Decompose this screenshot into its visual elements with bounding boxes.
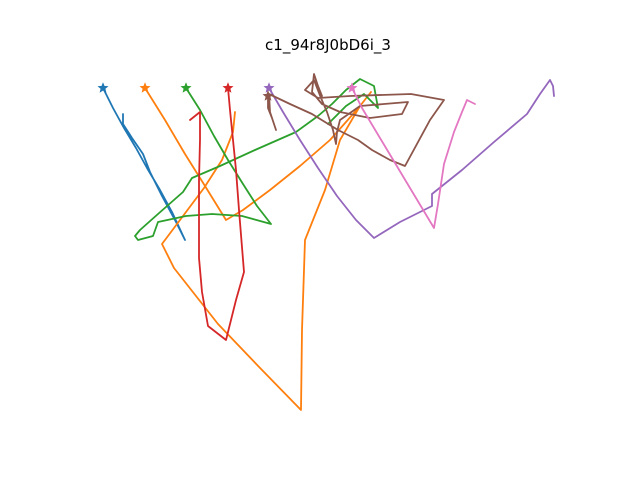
start-marker-2	[139, 82, 151, 93]
start-marker-3	[180, 82, 192, 93]
series-line-4	[189, 87, 245, 341]
series-line-7	[351, 87, 476, 229]
start-marker-7	[346, 82, 358, 93]
series-line-6	[267, 73, 445, 167]
marker-layer	[97, 82, 358, 101]
series-line-2	[144, 87, 372, 411]
series-line-5	[268, 79, 555, 239]
series-layer	[102, 73, 555, 411]
start-marker-5	[263, 82, 275, 93]
series-line-3	[134, 78, 379, 241]
series-line-1	[102, 87, 186, 241]
start-marker-1	[97, 82, 109, 93]
chart-title: c1_94r8J0bD6i_3	[265, 36, 391, 55]
start-marker-6	[262, 90, 274, 101]
start-marker-4	[222, 82, 234, 93]
